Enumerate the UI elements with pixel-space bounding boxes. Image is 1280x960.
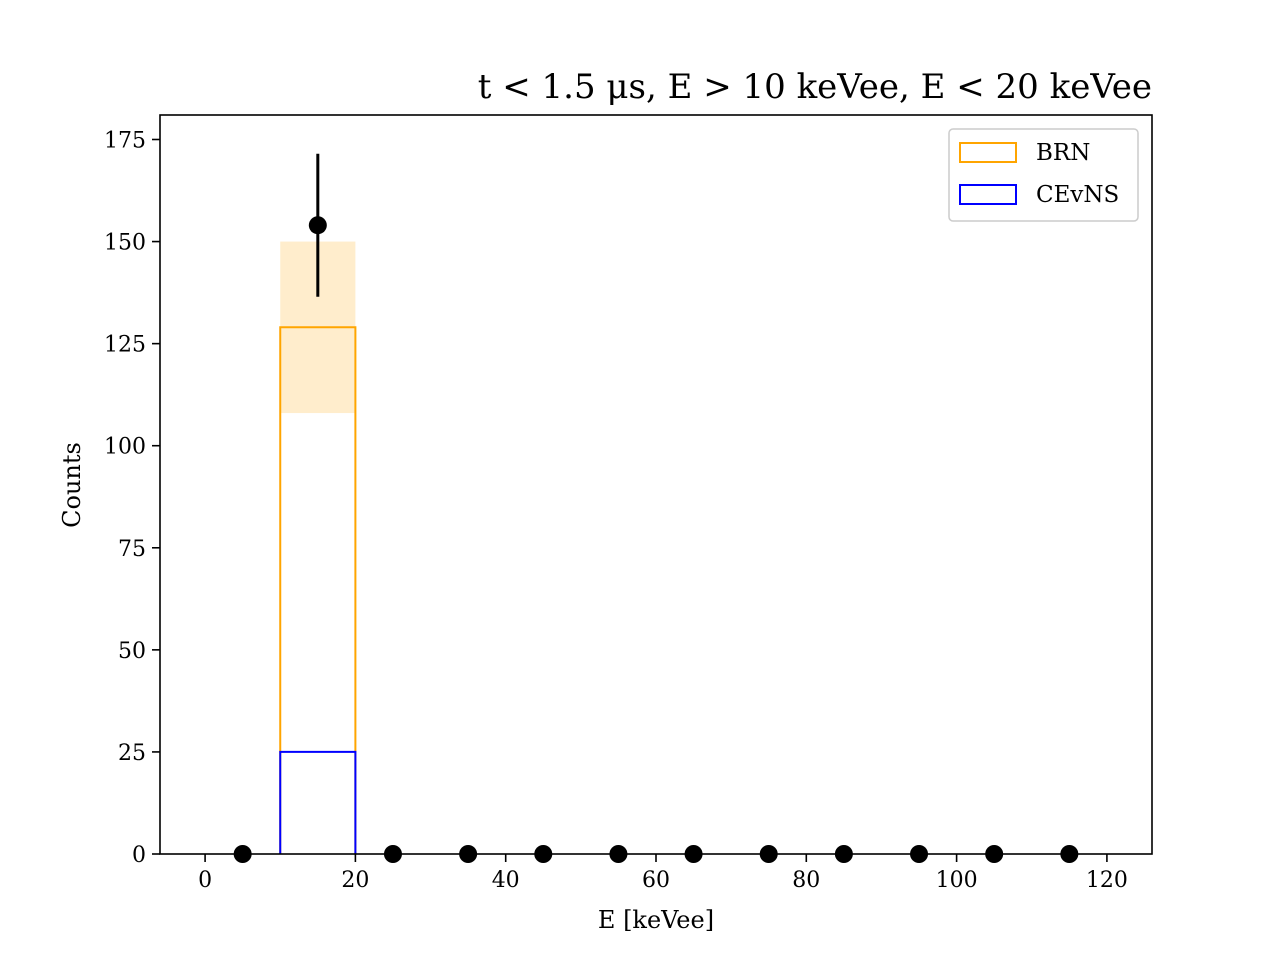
y-tick-label: 100 — [104, 435, 146, 460]
y-axis-label: Counts — [58, 442, 86, 528]
x-tick-label: 20 — [341, 868, 369, 893]
y-tick-label: 50 — [118, 639, 146, 664]
x-tick-label: 40 — [492, 868, 520, 893]
legend-box — [948, 128, 1139, 222]
plot-frame — [159, 114, 1153, 855]
histogram-bar-cevns — [279, 750, 357, 854]
x-tick-label: 120 — [1086, 868, 1128, 893]
legend-label-brn: BRN — [1036, 140, 1090, 166]
y-tick-label: 25 — [118, 741, 146, 766]
x-tick-label: 100 — [936, 868, 978, 893]
y-tick-label: 150 — [104, 231, 146, 256]
x-tick-label: 0 — [198, 868, 212, 893]
y-tick-label: 175 — [104, 128, 146, 153]
x-axis-label: E [keVee] — [598, 906, 714, 934]
legend: BRN CEvNS — [948, 128, 1139, 222]
chart-title: t < 1.5 μs, E > 10 keVee, E < 20 keVee — [478, 67, 1152, 107]
y-tick-label: 75 — [118, 537, 146, 562]
x-tick-label: 60 — [642, 868, 670, 893]
legend-label-cevns: CEvNS — [1036, 182, 1119, 208]
data-point — [308, 216, 327, 235]
y-tick-label: 125 — [104, 333, 146, 358]
legend-swatch-cevns — [959, 184, 1017, 205]
legend-swatch-brn — [959, 142, 1017, 163]
y-tick-label: 0 — [132, 843, 146, 868]
histogram-bar-brn — [279, 326, 357, 854]
x-tick-label: 80 — [792, 868, 820, 893]
